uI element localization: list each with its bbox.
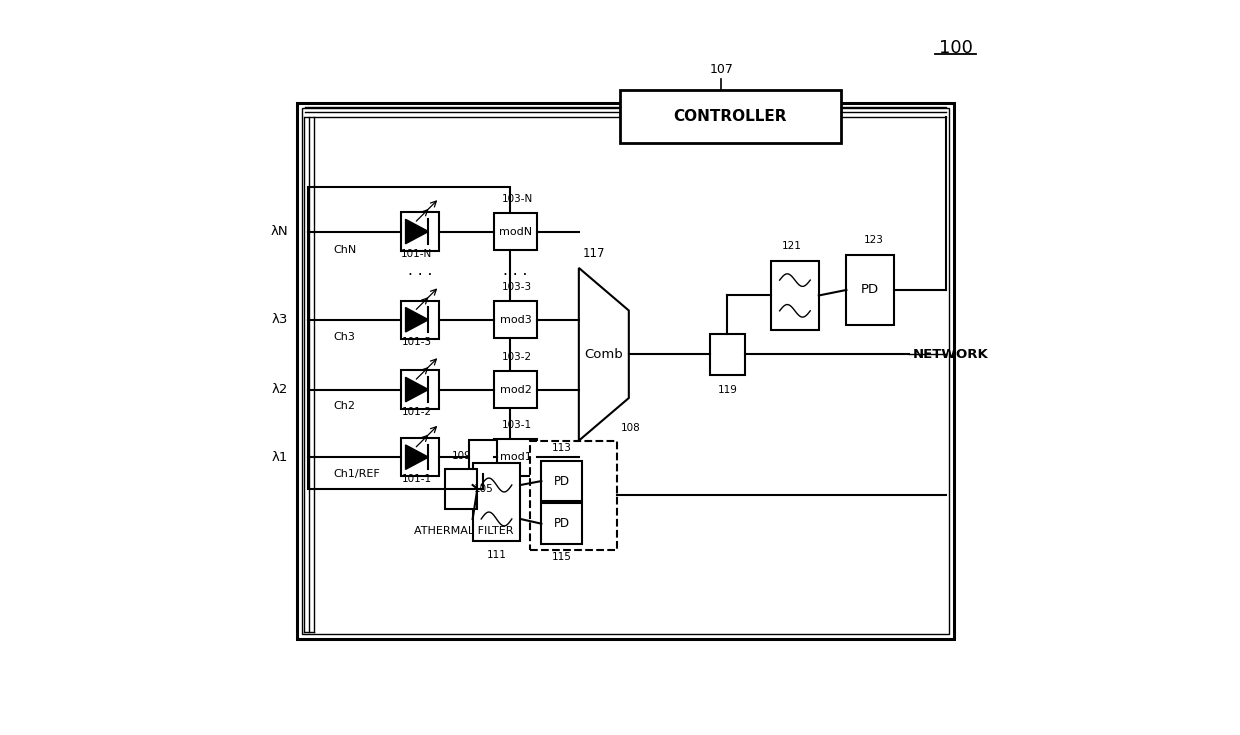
Text: NETWORK: NETWORK [913,348,988,361]
Bar [401,370,439,409]
Text: 101-3: 101-3 [402,337,432,347]
Text: λN: λN [270,225,288,238]
Text: · · ·: · · · [408,268,433,283]
Bar [495,371,537,408]
Text: 121: 121 [781,241,801,251]
Text: 119: 119 [718,384,738,395]
Text: PD: PD [553,475,569,487]
Text: 107: 107 [709,63,733,76]
Bar [401,212,439,251]
Text: 101-N: 101-N [401,248,432,259]
Text: PD: PD [553,517,569,530]
Bar [847,255,894,325]
Text: 100: 100 [939,39,973,57]
Bar [469,440,497,474]
Text: λ3: λ3 [272,313,288,326]
Bar [401,301,439,339]
Polygon shape [405,445,429,470]
Bar [301,108,950,634]
Bar [709,334,745,375]
Bar [495,213,537,250]
Bar [495,439,537,476]
Text: PD: PD [862,284,879,296]
Text: λ2: λ2 [272,383,288,396]
Bar [531,441,618,550]
Bar [620,90,841,143]
Text: 123: 123 [864,235,884,245]
Text: Ch1/REF: Ch1/REF [334,469,381,479]
Bar [771,261,818,331]
Text: 103-1: 103-1 [502,420,532,430]
Bar [542,503,582,544]
Text: CONTROLLER: CONTROLLER [673,110,787,124]
Text: Ch3: Ch3 [334,331,355,342]
Text: mod1: mod1 [500,452,532,462]
Text: 111: 111 [486,551,506,560]
Bar [296,103,955,639]
Bar [495,301,537,338]
Bar [472,464,521,541]
Polygon shape [579,268,629,441]
Text: 109: 109 [451,451,471,461]
Polygon shape [405,219,429,244]
Bar [542,461,582,501]
Text: Ch2: Ch2 [334,401,356,412]
Text: 103-N: 103-N [501,194,533,204]
Text: Comb: Comb [584,348,624,361]
Text: 101-1: 101-1 [402,474,432,484]
Bar [308,187,510,489]
Bar [445,469,477,509]
Text: 113: 113 [552,442,572,453]
Text: 105: 105 [474,484,494,494]
Text: 101-2: 101-2 [402,406,432,417]
Text: mod2: mod2 [500,384,532,395]
Bar [401,438,439,476]
Text: ATHERMAL FILTER: ATHERMAL FILTER [414,526,513,536]
Polygon shape [405,307,429,332]
Polygon shape [405,377,429,402]
Text: ChN: ChN [334,245,357,255]
Text: 108: 108 [621,423,641,433]
Text: λ1: λ1 [272,451,288,464]
Text: modN: modN [498,226,532,237]
Text: mod3: mod3 [500,315,532,325]
Text: 103-3: 103-3 [502,282,532,293]
Text: 115: 115 [552,552,572,562]
Text: · · ·: · · · [503,268,528,283]
Text: 103-2: 103-2 [502,352,532,362]
Text: 117: 117 [583,247,605,259]
